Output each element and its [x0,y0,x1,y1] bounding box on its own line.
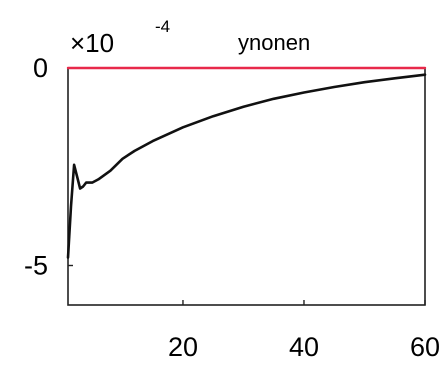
x-tick-label: 20 [168,332,198,362]
tick-labels: 20 40 60 0 -5 [24,53,440,362]
series-layer [68,68,425,258]
axis-exponent-base: ×10 [70,28,114,58]
x-tick-label: 60 [410,332,440,362]
axis-ticks [68,68,425,305]
x-tick-label: 40 [289,332,319,362]
chart-title: ynonen [238,30,310,55]
plot-area-frame [68,68,425,305]
series-line-ynonen [68,75,425,258]
y-tick-label: 0 [33,53,48,83]
axis-exponent-power: -4 [155,17,170,36]
y-tick-label: -5 [24,251,48,281]
